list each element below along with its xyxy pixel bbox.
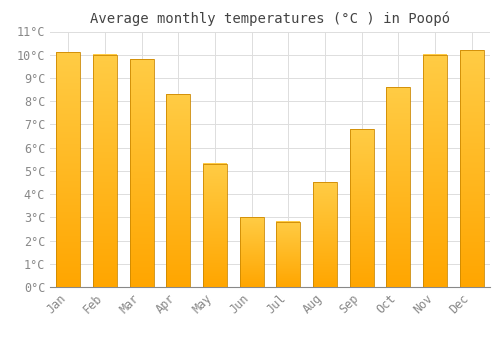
Bar [56, 52, 80, 287]
Bar [313, 182, 337, 287]
Bar [93, 55, 117, 287]
Bar [423, 55, 447, 287]
Bar [240, 217, 264, 287]
Bar [460, 50, 483, 287]
Title: Average monthly temperatures (°C ) in Poopó: Average monthly temperatures (°C ) in Po… [90, 12, 450, 26]
Bar [203, 164, 227, 287]
Bar [276, 222, 300, 287]
Bar [350, 129, 374, 287]
Bar [166, 94, 190, 287]
Bar [386, 87, 410, 287]
Bar [130, 60, 154, 287]
